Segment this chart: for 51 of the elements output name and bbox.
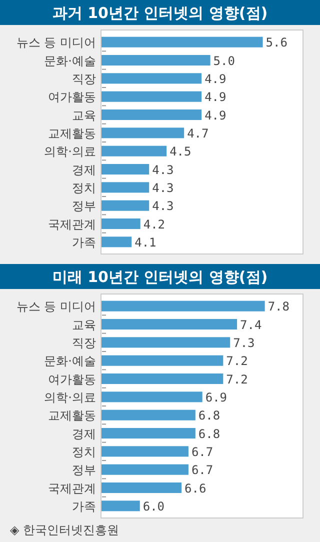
chart-title: 과거 10년간 인터넷의 영향(점) <box>52 4 268 22</box>
y-tick-label: 정치 <box>72 180 96 195</box>
data-label: 4.3 <box>152 162 174 177</box>
chart-title: 미래 10년간 인터넷의 영향(점) <box>52 268 268 286</box>
y-tick-label: 국제관계 <box>48 217 96 232</box>
y-tick-label: 정부 <box>72 199 96 214</box>
data-label: 6.7 <box>191 463 214 478</box>
y-tick-label: 정부 <box>72 463 96 478</box>
y-tick-label: 직장 <box>72 72 96 86</box>
data-label: 6.7 <box>191 444 214 459</box>
data-label: 4.9 <box>204 90 226 104</box>
y-tick-label: 뉴스 등 미디어 <box>16 300 96 314</box>
data-label: 4.9 <box>204 108 226 122</box>
data-label: 4.3 <box>152 180 174 195</box>
y-tick-label: 국제관계 <box>48 481 96 496</box>
data-label: 7.8 <box>268 300 290 314</box>
y-tick-label: 경제 <box>72 162 96 177</box>
y-tick-label: 교육 <box>72 318 96 332</box>
data-label: 7.2 <box>226 354 248 368</box>
data-label: 4.2 <box>143 217 166 232</box>
y-tick-label: 경제 <box>72 426 96 441</box>
y-tick-label: 직장 <box>72 336 96 350</box>
data-label: 4.5 <box>170 144 192 159</box>
y-tick-label: 여가활동 <box>48 90 96 104</box>
data-label: 7.4 <box>240 318 262 332</box>
text: ◈ 한국인터넷진흥원 <box>10 523 120 537</box>
data-label: 6.8 <box>198 426 220 441</box>
data-label: 4.7 <box>187 126 209 140</box>
data-label: 5.6 <box>266 36 288 50</box>
y-tick-label: 문화·예술 <box>44 354 96 368</box>
y-tick-label: 교제활동 <box>48 126 96 140</box>
y-tick-label: 의학·의료 <box>44 390 96 404</box>
y-tick-label: 가족 <box>72 235 96 250</box>
data-label: 7.3 <box>233 336 255 350</box>
data-label: 4.3 <box>152 199 174 214</box>
y-tick-label: 의학·의료 <box>44 144 96 159</box>
data-label: 6.6 <box>184 481 206 496</box>
y-tick-label: 정치 <box>72 444 96 459</box>
data-label: 6.0 <box>142 499 165 514</box>
y-tick-label: 문화·예술 <box>44 54 96 68</box>
data-label: 6.8 <box>198 408 220 423</box>
y-tick-label: 여가활동 <box>48 372 96 386</box>
data-label: 5.0 <box>213 54 235 68</box>
y-tick-label: 교육 <box>72 108 96 122</box>
data-label: 6.9 <box>205 390 228 404</box>
data-label: 4.9 <box>204 72 226 86</box>
data-label: 7.2 <box>226 372 248 386</box>
y-tick-label: 뉴스 등 미디어 <box>16 36 96 50</box>
y-tick-label: 가족 <box>72 499 96 514</box>
data-label: 4.1 <box>134 235 156 250</box>
y-tick-label: 교제활동 <box>48 408 96 423</box>
